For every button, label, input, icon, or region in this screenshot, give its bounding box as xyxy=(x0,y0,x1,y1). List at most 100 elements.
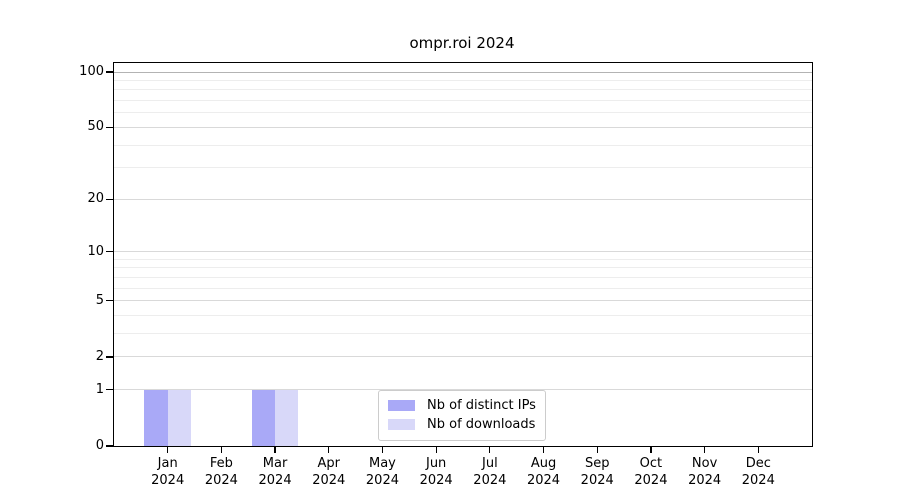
x-tick-month: Nov xyxy=(691,456,718,471)
x-axis-tick-label: Nov 2024 xyxy=(670,455,740,489)
x-tick-year: 2024 xyxy=(634,473,668,488)
minor-gridline xyxy=(114,80,812,82)
y-axis-tick-label: 20 xyxy=(87,191,104,207)
bar-distinct-ips xyxy=(251,389,276,446)
x-tick-month: Sep xyxy=(584,456,610,471)
bar-distinct-ips xyxy=(144,389,168,446)
x-tick-month: Oct xyxy=(639,456,663,471)
x-tick-year: 2024 xyxy=(258,473,292,488)
x-tick-month: Jul xyxy=(482,456,498,471)
x-axis-tick xyxy=(328,446,330,453)
minor-gridline xyxy=(114,333,812,335)
axis-ticks-layer: 0 1 2 5 10 20 50 100 Jan 2024 Feb 2024 Mar 2024 Apr 202… xyxy=(79,63,812,488)
x-axis-tick-label: Oct 2024 xyxy=(616,455,686,489)
x-tick-year: 2024 xyxy=(204,473,238,488)
x-tick-month: May xyxy=(369,456,396,471)
y-axis-tick xyxy=(105,251,113,253)
x-tick-month: Jun xyxy=(425,456,447,471)
major-gridline xyxy=(114,356,812,358)
bars-layer xyxy=(114,63,812,446)
x-axis-tick-label: Mar 2024 xyxy=(240,455,310,489)
plot-area: 0 1 2 5 10 20 50 100 Jan 2024 Feb 2024 Mar 2024 Apr 202… xyxy=(79,62,813,488)
x-axis-tick-label: Jun 2024 xyxy=(401,455,471,489)
x-axis-tick xyxy=(650,446,652,453)
y-axis-tick xyxy=(105,126,113,129)
x-axis-tick-label: Apr 2024 xyxy=(294,455,364,489)
y-axis-tick-label: 0 xyxy=(95,438,104,453)
y-axis-tick-label: 10 xyxy=(87,243,104,259)
major-gridline xyxy=(114,71,812,73)
x-axis-tick-label: Aug 2024 xyxy=(509,455,579,489)
y-axis-tick xyxy=(105,356,113,358)
minor-gridline xyxy=(114,144,812,146)
minor-gridline xyxy=(114,287,812,289)
bar-downloads xyxy=(275,389,299,446)
legend-item-downloads: Nb of downloads xyxy=(388,415,536,434)
y-axis-tick xyxy=(105,198,113,200)
x-tick-year: 2024 xyxy=(312,473,346,488)
minor-gridline xyxy=(114,258,812,260)
x-axis-tick-label: May 2024 xyxy=(347,455,417,489)
legend-label-distinct-ips: Nb of distinct IPs xyxy=(427,398,536,413)
x-tick-year: 2024 xyxy=(526,473,561,488)
major-gridline xyxy=(114,300,812,302)
minor-gridline xyxy=(114,100,812,102)
x-tick-year: 2024 xyxy=(151,473,185,488)
major-gridline xyxy=(114,251,812,253)
x-axis-tick-label: Jul 2024 xyxy=(455,455,525,489)
chart-title: ompr.roi 2024 xyxy=(409,34,515,52)
minor-gridline xyxy=(114,277,812,279)
major-gridline xyxy=(114,198,812,200)
minor-gridline xyxy=(114,315,812,317)
bar-downloads xyxy=(167,389,191,446)
x-axis-tick-label: Jan 2024 xyxy=(133,455,203,489)
x-axis-tick-label: Dec 2024 xyxy=(723,455,793,489)
grid-layer xyxy=(114,63,812,446)
y-axis-tick xyxy=(105,389,113,391)
y-axis-tick-label: 100 xyxy=(79,64,104,80)
x-axis-tick xyxy=(704,446,706,453)
y-axis-tick-label: 50 xyxy=(87,119,104,135)
legend-swatch-downloads xyxy=(388,419,415,430)
x-tick-year: 2024 xyxy=(473,473,507,488)
x-axis-tick xyxy=(167,446,169,453)
x-tick-month: Aug xyxy=(530,456,557,471)
major-gridline xyxy=(114,126,812,128)
x-axis-tick xyxy=(489,446,491,453)
minor-gridline xyxy=(114,167,812,169)
y-axis-tick-label: 2 xyxy=(95,348,104,364)
legend: Nb of distinct IPs Nb of downloads xyxy=(378,390,546,441)
legend-label-downloads: Nb of downloads xyxy=(427,417,536,432)
y-axis-tick-label: 1 xyxy=(95,381,104,397)
legend-swatch-distinct-ips xyxy=(388,400,415,411)
y-axis-tick xyxy=(105,300,113,302)
y-axis-tick xyxy=(105,71,113,73)
x-tick-year: 2024 xyxy=(419,473,453,488)
x-tick-year: 2024 xyxy=(580,473,614,488)
x-axis-tick xyxy=(220,446,222,453)
x-axis-tick xyxy=(274,446,276,453)
major-gridline xyxy=(114,389,812,391)
x-axis-tick xyxy=(435,446,437,453)
x-tick-month: Apr xyxy=(317,456,341,471)
x-tick-month: Mar xyxy=(262,456,288,471)
x-axis-tick xyxy=(596,446,598,453)
x-tick-year: 2024 xyxy=(741,473,775,488)
x-axis-tick xyxy=(542,446,545,453)
x-tick-year: 2024 xyxy=(365,473,399,488)
y-axis-tick-label: 5 xyxy=(95,292,104,308)
x-axis-tick-label: Sep 2024 xyxy=(562,455,632,489)
x-axis-tick-label: Feb 2024 xyxy=(186,455,256,489)
minor-gridline xyxy=(114,89,812,91)
x-tick-year: 2024 xyxy=(688,473,722,488)
x-axis-tick xyxy=(757,446,759,453)
legend-item-distinct-ips: Nb of distinct IPs xyxy=(388,396,536,415)
minor-gridline xyxy=(114,267,812,269)
x-tick-month: Jan xyxy=(157,456,178,471)
minor-gridline xyxy=(114,112,812,114)
x-tick-month: Feb xyxy=(209,456,233,471)
x-axis-tick xyxy=(381,446,384,453)
y-axis-tick xyxy=(105,445,113,447)
x-tick-month: Dec xyxy=(745,456,771,471)
